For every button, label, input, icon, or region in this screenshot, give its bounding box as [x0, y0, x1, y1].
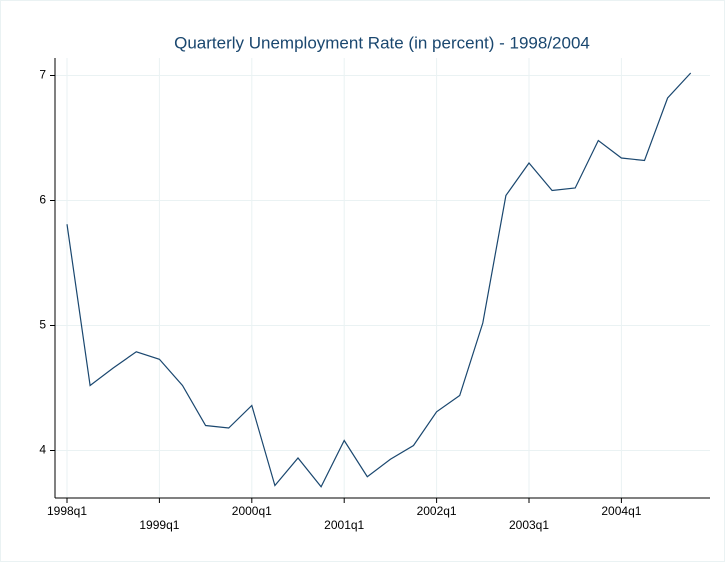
line-series [66, 72, 692, 488]
x-tick-label: 1999q1 [139, 518, 179, 532]
x-tick-label: 2003q1 [509, 518, 549, 532]
y-tick-label: 7 [39, 68, 46, 82]
y-tick-label: 4 [39, 443, 46, 457]
x-tick-label: 2004q1 [601, 504, 641, 518]
chart-title: Quarterly Unemployment Rate (in percent)… [174, 33, 590, 52]
x-tick-label: 1998q1 [47, 504, 87, 518]
x-tick-label: 2000q1 [232, 504, 272, 518]
y-tick-label: 6 [39, 193, 46, 207]
x-tick-label: 2002q1 [417, 504, 457, 518]
y-tick-label: 5 [39, 318, 46, 332]
x-tick-label: 2001q1 [324, 518, 364, 532]
